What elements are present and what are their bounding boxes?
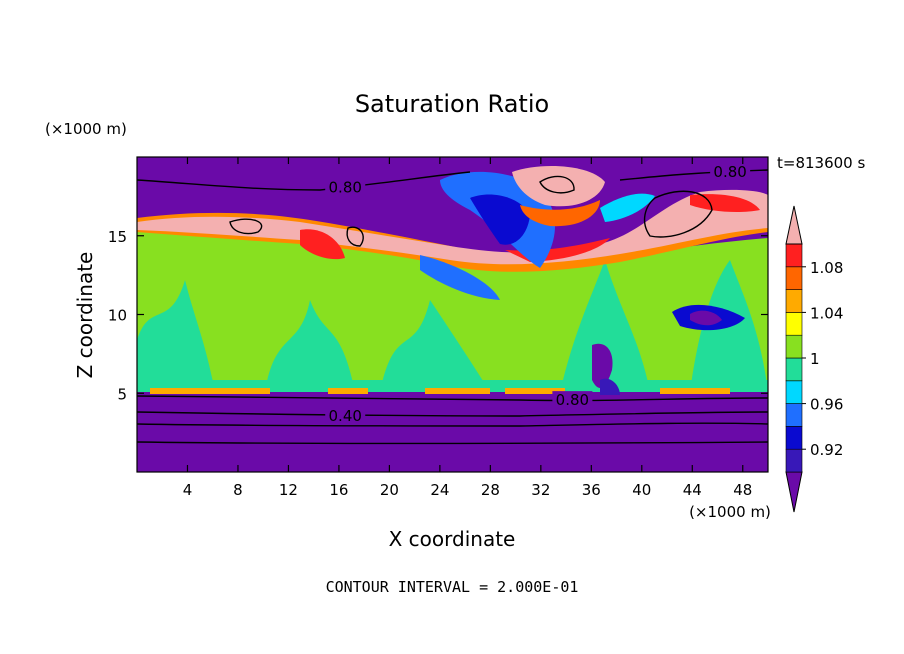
field-surface-strips (150, 388, 730, 394)
y-axis-ticks: 5 10 15 (108, 228, 768, 403)
contour-label: 0.80 (556, 391, 589, 409)
colorbar-box (785, 266, 803, 290)
contour-label-bg (325, 406, 366, 423)
x-tick-label: 24 (430, 481, 449, 499)
colorbar-box (785, 380, 803, 404)
x-axis-unit: (×1000 m) (689, 503, 771, 521)
colorbar-bottom-arrow (785, 471, 803, 513)
colorbar: 0.92 0.96 1 1.04 1.08 (785, 205, 843, 513)
colorbar-tick-label: 0.92 (810, 441, 843, 459)
y-axis-label: Z coordinate (73, 252, 97, 379)
field-upper-band-pink (137, 189, 768, 265)
contour-label-bg (325, 178, 366, 195)
y-tick-label: 10 (108, 307, 127, 325)
colorbar-top-arrow (785, 205, 803, 245)
x-tick-label: 32 (531, 481, 550, 499)
chart-title: Saturation Ratio (355, 90, 549, 118)
colorbar-box (785, 312, 803, 336)
y-axis-unit: (×1000 m) (45, 120, 127, 138)
colorbar-tick-label: 0.96 (810, 396, 843, 414)
contour-lines (137, 169, 768, 445)
x-tick-label: 44 (683, 481, 702, 499)
colorbar-box (785, 403, 803, 427)
contour-label: 0.80 (329, 179, 362, 197)
contour-label: 0.40 (329, 407, 362, 425)
colorbar-box (785, 426, 803, 450)
x-tick-label: 48 (733, 481, 752, 499)
field-lower-dry (137, 396, 768, 472)
x-axis-label: X coordinate (389, 527, 516, 551)
colorbar-box (785, 243, 803, 268)
contour-label-bg (710, 162, 751, 179)
x-axis-ticks: 4 8 12 16 20 24 28 32 36 40 44 48 (183, 157, 752, 499)
y-tick-label: 5 (117, 385, 127, 403)
colorbar-box (785, 334, 803, 359)
x-tick-label: 36 (582, 481, 601, 499)
colorbar-box (785, 448, 803, 473)
x-tick-label: 8 (233, 481, 243, 499)
colorbar-tick-label: 1.04 (810, 304, 843, 322)
colorbar-tick-label: 1 (810, 350, 820, 368)
x-tick-label: 28 (481, 481, 500, 499)
saturation-field (137, 157, 768, 472)
x-tick-label: 4 (183, 481, 193, 499)
colorbar-box (785, 357, 803, 382)
contour-label-bg (552, 391, 593, 408)
field-cirrus-blue (420, 166, 745, 395)
contour-interval-footer: CONTOUR INTERVAL = 2.000E-01 (326, 578, 579, 596)
x-tick-label: 40 (632, 481, 651, 499)
time-label: t=813600 s (777, 154, 865, 172)
contour-label: 0.80 (713, 163, 746, 181)
colorbar-box (785, 289, 803, 313)
x-tick-label: 20 (380, 481, 399, 499)
contour-labels: 0.80 0.80 0.80 0.40 (325, 162, 751, 425)
x-tick-label: 16 (329, 481, 348, 499)
colorbar-tick-label: 1.08 (810, 259, 843, 277)
x-tick-label: 12 (279, 481, 298, 499)
y-tick-label: 15 (108, 228, 127, 246)
